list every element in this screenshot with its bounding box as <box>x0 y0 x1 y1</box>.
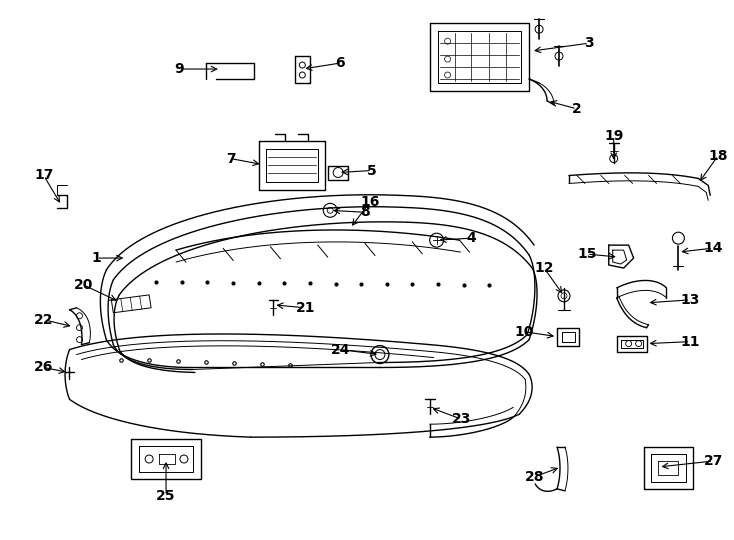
Text: 25: 25 <box>156 489 175 503</box>
Text: 26: 26 <box>34 361 54 375</box>
Text: 19: 19 <box>604 129 623 143</box>
Text: 6: 6 <box>335 56 345 70</box>
Text: 13: 13 <box>680 293 700 307</box>
Text: 24: 24 <box>330 342 350 356</box>
Text: 27: 27 <box>703 454 723 468</box>
Text: 3: 3 <box>584 36 594 50</box>
Text: 7: 7 <box>226 152 236 166</box>
Text: 1: 1 <box>92 251 101 265</box>
Text: 16: 16 <box>360 195 379 210</box>
Text: 2: 2 <box>572 102 582 116</box>
Text: 12: 12 <box>534 261 554 275</box>
Text: 9: 9 <box>174 62 184 76</box>
Text: 14: 14 <box>703 241 723 255</box>
Text: 8: 8 <box>360 205 370 219</box>
Text: 28: 28 <box>524 470 544 484</box>
Text: 10: 10 <box>515 325 534 339</box>
Text: 18: 18 <box>708 148 728 163</box>
Text: 11: 11 <box>680 335 700 349</box>
Text: 21: 21 <box>296 301 315 315</box>
Text: 17: 17 <box>34 168 54 183</box>
Text: 5: 5 <box>367 164 377 178</box>
Text: 4: 4 <box>467 231 476 245</box>
Text: 22: 22 <box>34 313 54 327</box>
Text: 15: 15 <box>577 247 597 261</box>
Text: 20: 20 <box>74 278 93 292</box>
Text: 23: 23 <box>452 412 471 426</box>
